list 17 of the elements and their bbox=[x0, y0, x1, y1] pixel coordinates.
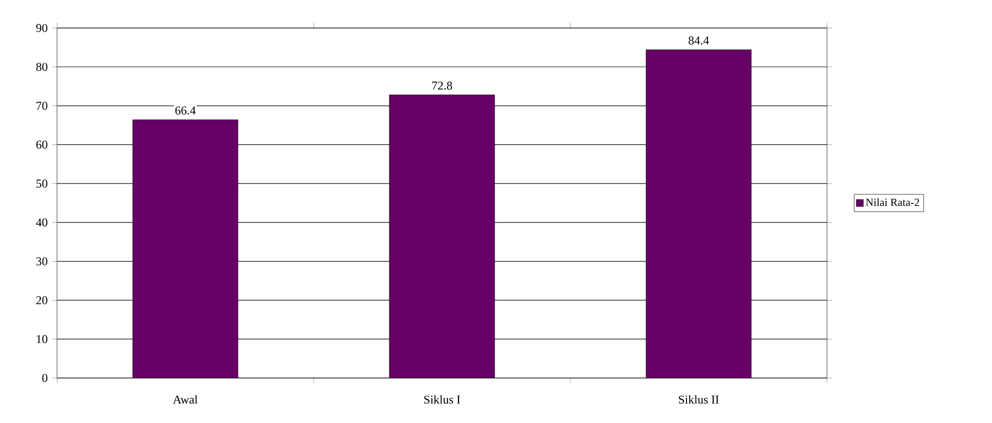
x-tick-label: Siklus I bbox=[424, 395, 460, 404]
y-tick-label: 0 bbox=[42, 374, 48, 382]
y-tick-label: 90 bbox=[36, 24, 48, 32]
y-tick-label: 70 bbox=[36, 102, 48, 110]
y-tick-label: 40 bbox=[36, 218, 48, 226]
data-label: 72.8 bbox=[432, 82, 452, 90]
y-tick-label: 10 bbox=[36, 335, 48, 344]
y-tick-label: 80 bbox=[36, 62, 48, 71]
x-tick-label: Awal bbox=[173, 395, 198, 404]
data-label: 66.4 bbox=[175, 106, 196, 115]
x-tick-label: Siklus II bbox=[678, 395, 719, 404]
legend-label: Nilai Rata-2 bbox=[866, 198, 920, 206]
data-label: 84.4 bbox=[688, 36, 709, 45]
y-tick-label: 20 bbox=[36, 296, 48, 304]
y-tick-label: 50 bbox=[36, 180, 48, 188]
y-tick-label: 60 bbox=[36, 140, 48, 149]
y-tick-label: 30 bbox=[36, 257, 48, 266]
